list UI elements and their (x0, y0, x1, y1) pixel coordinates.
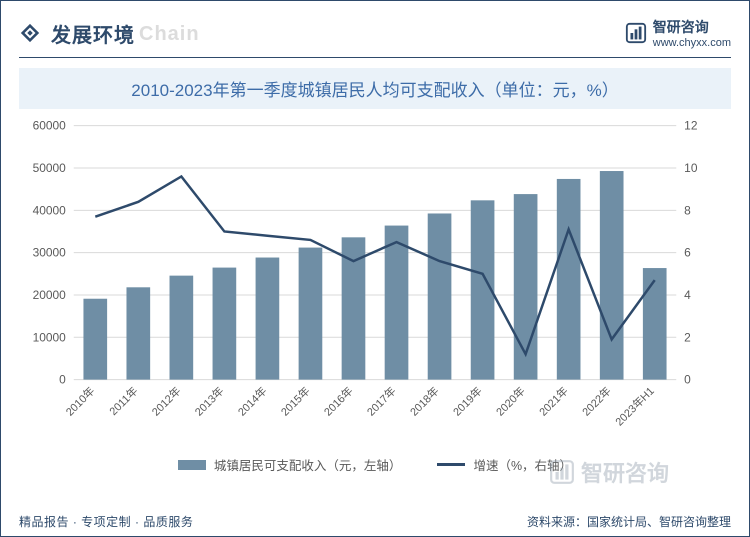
category-label: 2023年H1 (612, 384, 657, 429)
legend-bar-label: 城镇居民可支配收入（元，左轴） (214, 455, 402, 474)
footer-left: 精品报告 · 专项定制 · 品质服务 (19, 513, 193, 530)
footer-right: 资料来源：国家统计局、智研咨询整理 (527, 513, 731, 530)
bar (557, 179, 581, 380)
category-label: 2018年 (407, 384, 442, 419)
bar (428, 213, 452, 379)
svg-text:10: 10 (684, 161, 698, 175)
bar (83, 299, 107, 380)
chart-area: 0 10000 20000 30000 40000 50000 60000 0 2 4 6 8 10 12… (19, 115, 731, 455)
svg-text:4: 4 (684, 288, 691, 302)
legend-line-label: 增速（%，右轴） (473, 455, 572, 474)
header-divider (19, 57, 731, 58)
bar (385, 226, 409, 380)
brand-url: www.chyxx.com (653, 37, 731, 49)
chart-title-band: 2010-2023年第一季度城镇居民人均可支配收入（单位：元，%） (19, 68, 731, 109)
brand-icon (625, 22, 647, 44)
header-left: 发展环境 Chain (19, 19, 135, 48)
svg-text:50000: 50000 (33, 161, 67, 175)
header-right: 智研咨询 www.chyxx.com (625, 17, 731, 49)
legend-item-bar: 城镇居民可支配收入（元，左轴） (178, 455, 402, 474)
page-root: 发展环境 Chain 智研咨询 www.chyxx.com 2010-2023年… (0, 0, 750, 537)
category-label: 2017年 (364, 384, 399, 419)
category-label: 2013年 (192, 384, 227, 419)
bar (126, 287, 150, 379)
bar (643, 268, 667, 380)
svg-text:0: 0 (684, 373, 691, 387)
category-label: 2014年 (235, 384, 270, 419)
category-label: 2010年 (63, 384, 98, 419)
brand-name: 智研咨询 (653, 17, 709, 37)
bar (213, 268, 237, 380)
category-label: 2016年 (321, 384, 356, 419)
chart-title: 2010-2023年第一季度城镇居民人均可支配收入（单位：元，%） (131, 81, 618, 100)
legend-swatch-line (437, 463, 465, 466)
category-label: 2011年 (106, 384, 140, 418)
legend-item-line: 增速（%，右轴） (437, 455, 572, 474)
svg-text:2: 2 (684, 330, 691, 344)
bar (299, 248, 323, 380)
category-label: 2012年 (149, 384, 184, 419)
svg-text:60000: 60000 (33, 119, 67, 133)
svg-text:8: 8 (684, 203, 691, 217)
category-label: 2015年 (278, 384, 313, 419)
bar (600, 171, 624, 380)
legend-swatch-bar (178, 460, 206, 470)
svg-text:40000: 40000 (33, 203, 67, 217)
category-label: 2022年 (579, 384, 614, 419)
legend: 城镇居民可支配收入（元，左轴） 增速（%，右轴） (19, 455, 731, 474)
bar (170, 276, 194, 380)
footer: 精品报告 · 专项定制 · 品质服务 资料来源：国家统计局、智研咨询整理 (19, 513, 731, 530)
category-label: 2021年 (536, 384, 571, 419)
svg-text:0: 0 (59, 373, 66, 387)
svg-text:10000: 10000 (33, 330, 67, 344)
svg-text:12: 12 (684, 119, 698, 133)
bar (256, 258, 280, 380)
category-label: 2020年 (493, 384, 528, 419)
svg-text:6: 6 (684, 246, 691, 260)
svg-text:30000: 30000 (33, 246, 67, 260)
header-title: 发展环境 (51, 19, 135, 48)
chart-svg: 0 10000 20000 30000 40000 50000 60000 0 2 4 6 8 10 12… (19, 115, 731, 455)
header: 发展环境 Chain 智研咨询 www.chyxx.com (19, 13, 731, 53)
header-ghost-text: Chain (139, 23, 200, 46)
svg-text:20000: 20000 (33, 288, 67, 302)
category-label: 2019年 (450, 384, 485, 419)
diamond-icon (19, 22, 41, 44)
